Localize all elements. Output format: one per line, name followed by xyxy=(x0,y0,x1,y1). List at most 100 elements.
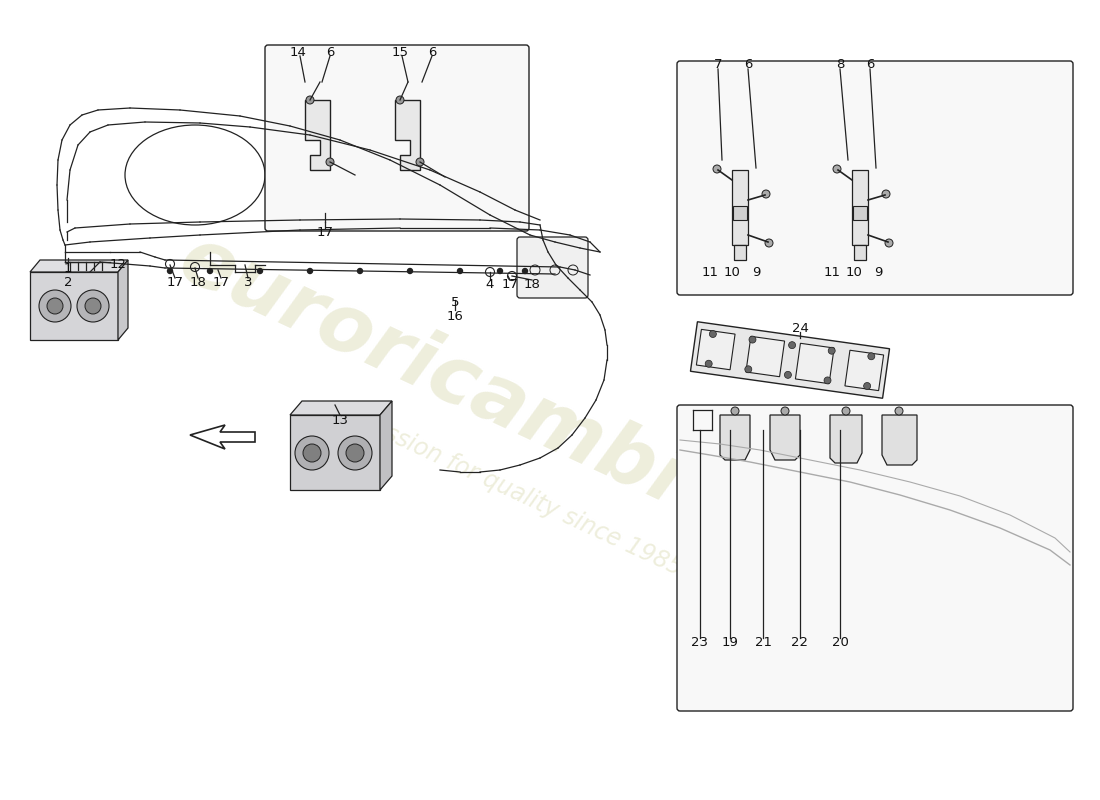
FancyBboxPatch shape xyxy=(265,45,529,231)
Text: 11: 11 xyxy=(824,266,840,279)
Circle shape xyxy=(732,407,739,415)
Circle shape xyxy=(358,269,363,274)
Text: 9: 9 xyxy=(873,266,882,279)
Circle shape xyxy=(842,407,850,415)
Circle shape xyxy=(781,407,789,415)
Text: 23: 23 xyxy=(692,637,708,650)
Text: 21: 21 xyxy=(755,637,771,650)
Circle shape xyxy=(789,342,795,349)
Text: 17: 17 xyxy=(166,275,184,289)
Circle shape xyxy=(302,444,321,462)
Text: 4: 4 xyxy=(486,278,494,290)
Circle shape xyxy=(745,366,751,373)
Text: 7: 7 xyxy=(714,58,723,71)
Text: 19: 19 xyxy=(722,637,738,650)
Text: 17: 17 xyxy=(317,226,333,238)
Circle shape xyxy=(833,165,842,173)
FancyBboxPatch shape xyxy=(517,237,588,298)
Circle shape xyxy=(306,96,313,104)
Text: 11: 11 xyxy=(702,266,718,279)
FancyBboxPatch shape xyxy=(676,61,1072,295)
Circle shape xyxy=(824,377,830,384)
Text: 15: 15 xyxy=(392,46,408,58)
Circle shape xyxy=(713,165,721,173)
Circle shape xyxy=(39,290,72,322)
Text: 10: 10 xyxy=(724,266,740,279)
Circle shape xyxy=(416,158,424,166)
Polygon shape xyxy=(830,415,862,463)
Polygon shape xyxy=(734,245,746,260)
Text: 6: 6 xyxy=(744,58,752,71)
Text: 12: 12 xyxy=(110,258,126,271)
Circle shape xyxy=(346,444,364,462)
Circle shape xyxy=(749,336,756,343)
Circle shape xyxy=(868,353,875,360)
Circle shape xyxy=(321,222,329,229)
Text: a passion for quality since 1985: a passion for quality since 1985 xyxy=(334,399,686,581)
Circle shape xyxy=(308,269,312,274)
Text: 17: 17 xyxy=(212,275,230,289)
Circle shape xyxy=(886,239,893,247)
Bar xyxy=(733,206,747,220)
Polygon shape xyxy=(854,245,866,260)
Circle shape xyxy=(208,269,212,274)
Circle shape xyxy=(396,96,404,104)
Circle shape xyxy=(762,190,770,198)
Circle shape xyxy=(47,298,63,314)
Bar xyxy=(852,206,867,220)
Polygon shape xyxy=(30,260,128,272)
Circle shape xyxy=(522,269,528,274)
Text: 18: 18 xyxy=(189,275,207,289)
Text: 17: 17 xyxy=(502,278,518,290)
Circle shape xyxy=(705,360,712,367)
Polygon shape xyxy=(30,272,118,340)
Text: 20: 20 xyxy=(832,637,848,650)
Circle shape xyxy=(338,436,372,470)
Polygon shape xyxy=(691,322,890,398)
Polygon shape xyxy=(720,415,750,460)
Circle shape xyxy=(257,269,263,274)
Text: 1: 1 xyxy=(64,262,73,274)
Text: 5: 5 xyxy=(451,297,460,310)
Polygon shape xyxy=(852,170,868,245)
Circle shape xyxy=(326,158,334,166)
Circle shape xyxy=(497,269,503,274)
Text: 9: 9 xyxy=(751,266,760,279)
Polygon shape xyxy=(395,100,420,170)
Text: 18: 18 xyxy=(524,278,540,290)
Text: 14: 14 xyxy=(289,46,307,58)
Circle shape xyxy=(85,298,101,314)
Text: 3: 3 xyxy=(244,275,252,289)
Text: 13: 13 xyxy=(331,414,349,426)
Polygon shape xyxy=(190,425,255,449)
Text: 6: 6 xyxy=(866,58,874,71)
Circle shape xyxy=(764,239,773,247)
Text: 16: 16 xyxy=(447,310,463,323)
Text: 10: 10 xyxy=(846,266,862,279)
Circle shape xyxy=(895,407,903,415)
Polygon shape xyxy=(732,170,748,245)
Text: 2: 2 xyxy=(64,275,73,289)
Circle shape xyxy=(710,330,716,338)
Circle shape xyxy=(167,269,173,274)
Polygon shape xyxy=(305,100,330,170)
Circle shape xyxy=(295,436,329,470)
Circle shape xyxy=(407,269,412,274)
Polygon shape xyxy=(746,336,784,377)
Polygon shape xyxy=(290,401,392,415)
Polygon shape xyxy=(379,401,392,490)
Polygon shape xyxy=(845,350,883,390)
Polygon shape xyxy=(290,415,380,490)
Polygon shape xyxy=(770,415,800,460)
Text: 8: 8 xyxy=(836,58,844,71)
Circle shape xyxy=(828,347,835,354)
FancyBboxPatch shape xyxy=(676,405,1072,711)
Text: 24: 24 xyxy=(792,322,808,334)
Circle shape xyxy=(882,190,890,198)
Polygon shape xyxy=(882,415,917,465)
Text: euroricambi: euroricambi xyxy=(166,219,694,521)
Polygon shape xyxy=(795,343,834,384)
Circle shape xyxy=(458,269,462,274)
Circle shape xyxy=(864,382,870,390)
Text: 6: 6 xyxy=(428,46,437,58)
